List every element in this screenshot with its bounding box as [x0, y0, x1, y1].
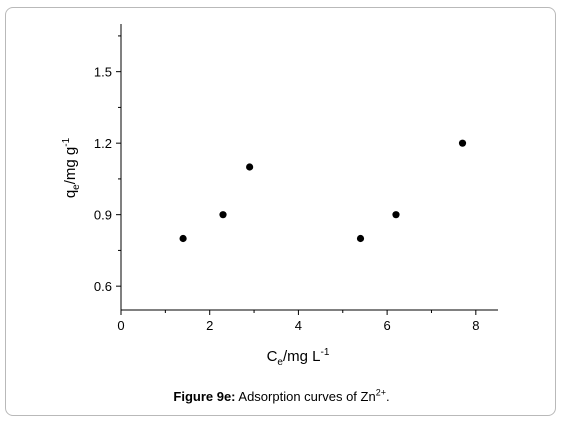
data-point	[458, 139, 467, 147]
x-tick-label: 6	[384, 318, 391, 333]
x-axis-label: Ce/mg L-1	[267, 347, 330, 368]
x-tick-label: 4	[295, 318, 302, 333]
caption-text: Adsorption curves of Zn	[235, 389, 376, 404]
data-points	[179, 139, 467, 243]
y-tick-label: 0.9	[94, 208, 112, 223]
caption-label: Figure 9e:	[173, 389, 236, 404]
x-axis-label-superscript: -1	[321, 347, 330, 358]
data-point	[246, 163, 254, 171]
figure-frame	[5, 7, 556, 416]
caption-superscript: 2+	[375, 387, 386, 398]
data-point	[356, 234, 365, 243]
data-point	[392, 211, 400, 219]
figure-caption: Figure 9e: Adsorption curves of Zn2+.	[0, 387, 563, 405]
y-axis-label-subscript: e	[71, 184, 82, 190]
y-axis-label-unit: /mg g	[62, 147, 79, 185]
y-axis-label: qe/mg g-1	[61, 137, 82, 198]
y-axis-label-superscript: -1	[61, 137, 72, 146]
x-axis-label-subscript: e	[277, 357, 283, 368]
y-tick-label: 0.6	[94, 279, 112, 294]
data-point	[179, 234, 187, 243]
caption-period: .	[385, 389, 390, 404]
y-tick-label: 1.2	[94, 136, 112, 151]
data-point	[219, 211, 227, 219]
y-tick-label: 1.5	[94, 65, 112, 80]
x-tick-label: 8	[472, 318, 479, 333]
axis-ticks: 0 2 4 6 8 0.6 0.9 1.2 1.5	[94, 35, 479, 333]
axes	[120, 24, 498, 311]
x-tick-label: 0	[117, 318, 124, 333]
x-axis-label-unit: /mg L	[283, 348, 321, 365]
x-tick-label: 2	[206, 318, 213, 333]
y-axis-label-main: q	[62, 190, 79, 198]
x-axis-label-main: C	[267, 348, 278, 365]
